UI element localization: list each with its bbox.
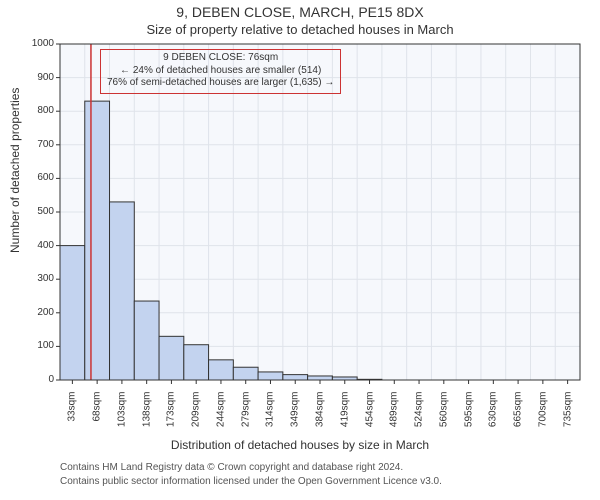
bar: [233, 367, 258, 380]
x-tick-label: 384sqm: [315, 392, 326, 442]
x-tick-label: 33sqm: [67, 392, 78, 442]
bar: [209, 360, 234, 380]
x-tick-label: 314sqm: [265, 392, 276, 442]
x-tick-label: 560sqm: [438, 392, 449, 442]
x-tick-label: 489sqm: [389, 392, 400, 442]
x-tick-label: 595sqm: [463, 392, 474, 442]
x-tick-label: 68sqm: [92, 392, 103, 442]
x-tick-label: 524sqm: [414, 392, 425, 442]
x-tick-label: 244sqm: [215, 392, 226, 442]
x-tick-label: 419sqm: [339, 392, 350, 442]
x-tick-label: 103sqm: [116, 392, 127, 442]
callout-box: 9 DEBEN CLOSE: 76sqm← 24% of detached ho…: [100, 49, 341, 94]
bar: [184, 345, 209, 380]
y-tick-label: 100: [20, 340, 54, 351]
x-tick-label: 665sqm: [513, 392, 524, 442]
x-tick-label: 735sqm: [562, 392, 573, 442]
plot-area: 9 DEBEN CLOSE: 76sqm← 24% of detached ho…: [60, 44, 580, 380]
y-tick-label: 200: [20, 307, 54, 318]
y-tick-label: 500: [20, 206, 54, 217]
chart-container: { "title": "9, DEBEN CLOSE, MARCH, PE15 …: [0, 0, 600, 500]
y-tick-label: 400: [20, 240, 54, 251]
callout-line: 9 DEBEN CLOSE: 76sqm: [107, 52, 334, 65]
chart-subtitle: Size of property relative to detached ho…: [0, 22, 600, 37]
x-tick-label: 279sqm: [240, 392, 251, 442]
x-tick-label: 630sqm: [488, 392, 499, 442]
y-tick-label: 300: [20, 273, 54, 284]
y-tick-label: 900: [20, 72, 54, 83]
y-tick-label: 800: [20, 105, 54, 116]
bar: [159, 336, 184, 380]
x-tick-label: 700sqm: [537, 392, 548, 442]
y-tick-label: 1000: [20, 38, 54, 49]
bar: [283, 375, 308, 380]
y-tick-label: 0: [20, 374, 54, 385]
x-tick-label: 349sqm: [290, 392, 301, 442]
bar: [110, 202, 135, 380]
x-tick-label: 138sqm: [141, 392, 152, 442]
x-axis-label: Distribution of detached houses by size …: [0, 438, 600, 452]
x-tick-label: 209sqm: [191, 392, 202, 442]
bar: [258, 372, 283, 380]
x-tick-label: 173sqm: [166, 392, 177, 442]
bar: [60, 246, 85, 380]
callout-line: ← 24% of detached houses are smaller (51…: [107, 65, 334, 78]
bar: [85, 101, 110, 380]
y-tick-label: 700: [20, 139, 54, 150]
bar: [308, 376, 333, 380]
chart-title: 9, DEBEN CLOSE, MARCH, PE15 8DX: [0, 4, 600, 20]
callout-line: 76% of semi-detached houses are larger (…: [107, 77, 334, 90]
attribution-line-2: Contains public sector information licen…: [60, 476, 442, 487]
bar: [134, 301, 159, 380]
plot-svg: [60, 44, 580, 380]
x-tick-label: 454sqm: [364, 392, 375, 442]
y-tick-label: 600: [20, 172, 54, 183]
attribution-line-1: Contains HM Land Registry data © Crown c…: [60, 462, 403, 473]
